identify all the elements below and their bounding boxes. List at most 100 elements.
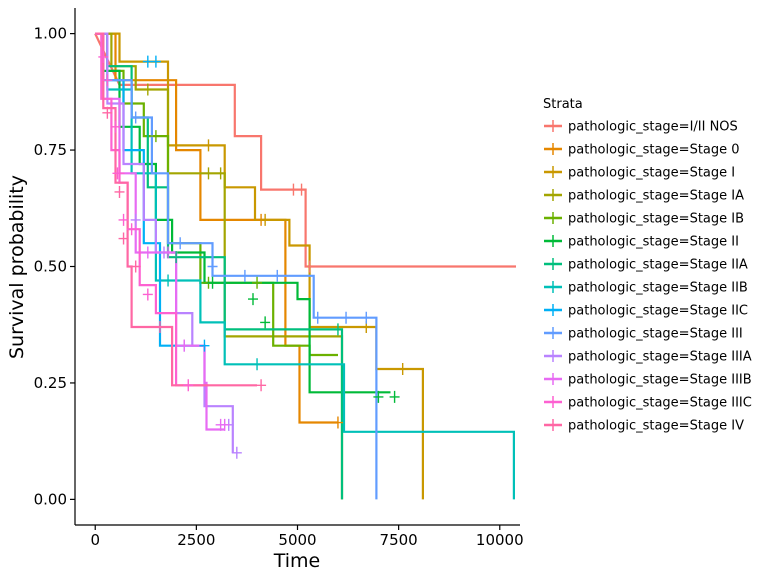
censor-mark-5-4 [389, 390, 400, 403]
legend-item: pathologic_stage=Stage II [544, 235, 739, 250]
x-tick-label: 0 [90, 531, 100, 549]
legend-item: pathologic_stage=Stage IB [544, 212, 744, 227]
legend-label: pathologic_stage=I/II NOS [568, 120, 738, 135]
legend-item: pathologic_stage=Stage I [544, 166, 735, 181]
censor-mark-9-2 [207, 260, 218, 273]
legend-label: pathologic_stage=Stage 0 [568, 143, 740, 158]
legend-item: pathologic_stage=Stage IIIB [544, 373, 752, 388]
legend-item: pathologic_stage=I/II NOS [544, 120, 738, 135]
censor-mark-2-3 [397, 362, 408, 375]
censor-mark-8-2 [199, 339, 210, 352]
legend-item: pathologic_stage=Stage IIB [544, 281, 748, 296]
legend-label: pathologic_stage=Stage IIIA [568, 350, 752, 365]
legend-label: pathologic_stage=Stage IB [568, 212, 744, 227]
series-line-0 [94, 33, 516, 268]
legend-item: pathologic_stage=Stage IIIA [544, 350, 752, 365]
legend-item: pathologic_stage=Stage IIA [544, 258, 748, 273]
censor-mark-4-0 [150, 130, 161, 143]
legend-label: pathologic_stage=Stage III [568, 327, 743, 342]
legend-item: pathologic_stage=Stage IIIC [544, 396, 752, 411]
censor-mark-9-4 [272, 269, 283, 282]
censor-mark-8-1 [150, 55, 161, 68]
legend-item: pathologic_stage=Stage IV [544, 419, 744, 434]
censor-mark-9-7 [361, 311, 372, 324]
legend-label: pathologic_stage=Stage IIC [568, 304, 748, 319]
y-tick-label: 0.25 [34, 374, 67, 392]
censor-mark-13-5 [256, 379, 267, 392]
censor-mark-3-1 [203, 167, 214, 180]
series-line-3 [95, 32, 344, 500]
censor-mark-0-2 [304, 260, 315, 273]
censor-mark-12-5 [118, 213, 129, 226]
series-line-7 [95, 32, 516, 500]
legend-title: Strata [543, 97, 583, 112]
censor-mark-0-1 [296, 183, 307, 196]
series-line-1 [95, 32, 338, 424]
censor-mark-9-0 [130, 111, 141, 124]
censor-mark-4-2 [252, 276, 263, 289]
legend-label: pathologic_stage=Stage IIA [568, 258, 748, 273]
censor-mark-10-4 [231, 446, 242, 459]
legend-item: pathologic_stage=Stage IA [544, 189, 744, 204]
censor-mark-13-3 [130, 260, 141, 273]
x-tick-label: 2500 [177, 531, 215, 549]
censor-layer [98, 50, 408, 459]
censor-mark-13-2 [118, 232, 129, 245]
censor-mark-12-7 [142, 288, 153, 301]
censor-mark-9-3 [239, 269, 250, 282]
censor-mark-12-1 [102, 74, 113, 87]
censor-mark-9-1 [175, 237, 186, 250]
censor-mark-9-6 [341, 311, 352, 324]
censor-mark-12-6 [126, 223, 137, 236]
series-line-9 [95, 32, 378, 500]
legend-items: pathologic_stage=I/II NOS pathologic_stag… [544, 120, 752, 434]
censor-mark-5-1 [248, 293, 258, 306]
y-tick-label: 0.00 [34, 490, 67, 508]
y-axis-title: Survival probability [6, 175, 28, 359]
legend-label: pathologic_stage=Stage IIB [568, 281, 748, 296]
series-line-13 [95, 32, 257, 387]
legend-label: pathologic_stage=Stage IA [568, 189, 744, 204]
y-tick-label: 1.00 [34, 25, 67, 43]
censor-mark-12-4 [114, 167, 125, 180]
censor-mark-11-1 [163, 246, 174, 259]
series-layer [94, 32, 516, 500]
x-axis-title: Time [273, 550, 321, 572]
y-tick-label: 0.75 [34, 141, 67, 159]
censor-mark-2-1 [260, 213, 271, 226]
censor-mark-6-1 [332, 323, 343, 336]
x-tick-label: 10000 [476, 531, 524, 549]
censor-mark-5-3 [373, 390, 384, 403]
censor-mark-11-0 [142, 246, 153, 259]
censor-mark-11-2 [179, 339, 190, 352]
censor-mark-13-0 [102, 106, 113, 119]
censor-mark-9-5 [312, 311, 323, 324]
ticks-layer: 0 2500 5000 7500 10000 0.00 0.25 0.50 0.75 1.00 [34, 25, 524, 549]
y-tick-label: 0.50 [34, 258, 67, 276]
censor-mark-13-1 [114, 185, 125, 198]
legend-label: pathologic_stage=Stage IIIB [568, 373, 752, 388]
censor-mark-11-4 [219, 418, 230, 431]
censor-mark-2-0 [203, 139, 214, 152]
x-tick-label: 7500 [380, 531, 418, 549]
censor-mark-7-0 [163, 274, 174, 287]
censor-mark-3-2 [215, 167, 226, 180]
legend-item: pathologic_stage=Stage III [544, 327, 743, 342]
censor-mark-13-4 [154, 321, 165, 334]
legend-label: pathologic_stage=Stage IIIC [568, 396, 752, 411]
legend-item: pathologic_stage=Stage IIC [544, 304, 748, 319]
censor-mark-12-8 [183, 379, 194, 392]
censor-mark-1-1 [332, 416, 343, 429]
censor-mark-5-2 [260, 316, 271, 329]
censor-mark-5-0 [207, 276, 218, 289]
censor-mark-12-0 [98, 50, 109, 63]
censor-mark-6-0 [171, 251, 182, 264]
legend-item: pathologic_stage=Stage 0 [544, 143, 740, 158]
censor-mark-7-1 [252, 358, 263, 371]
censor-mark-12-2 [110, 120, 121, 133]
censor-mark-3-0 [142, 83, 153, 96]
legend-label: pathologic_stage=Stage I [568, 166, 735, 181]
series-line-11 [95, 32, 225, 431]
